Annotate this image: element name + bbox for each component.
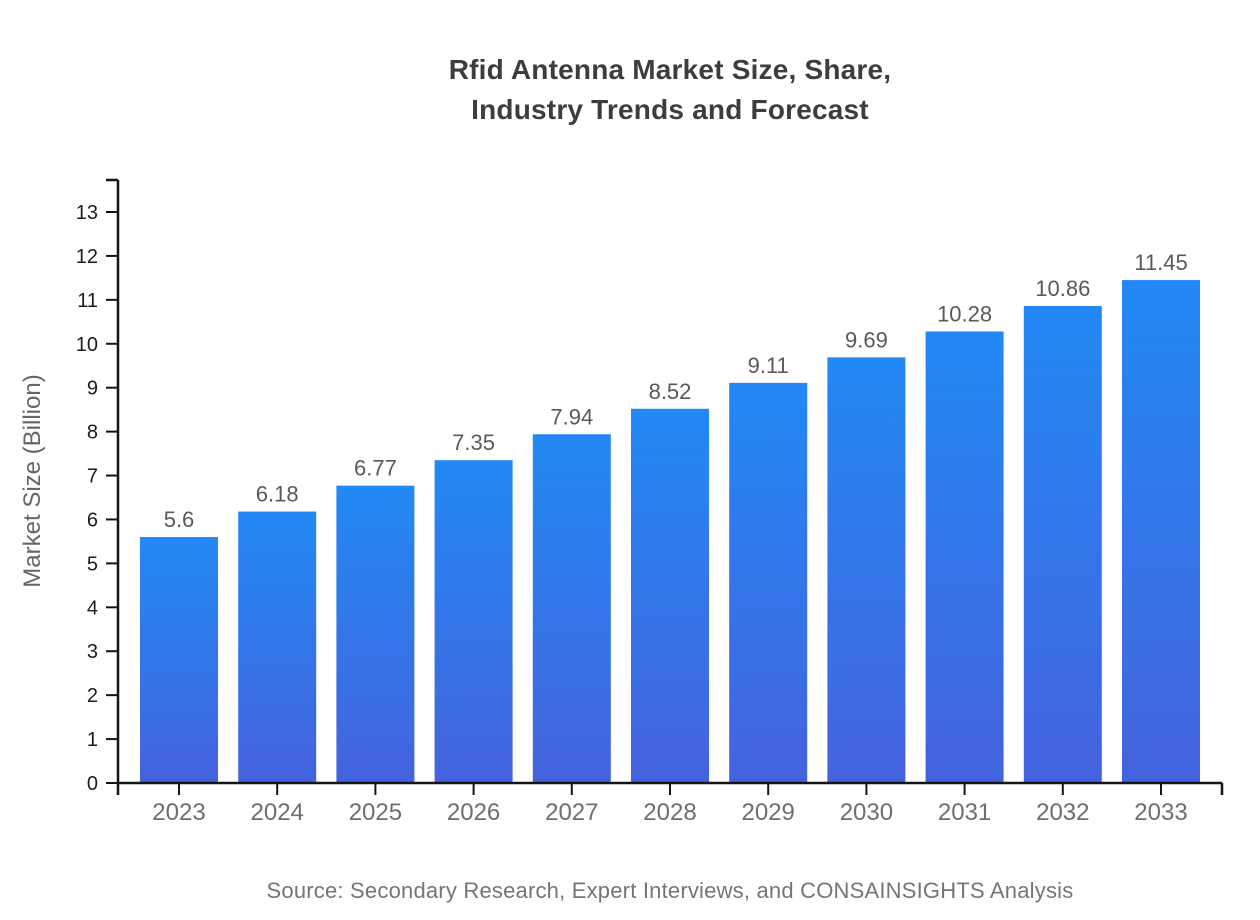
bar-value-label: 7.35: [452, 430, 495, 455]
bar-value-label: 7.94: [550, 404, 593, 429]
x-tick-label: 2027: [545, 799, 598, 826]
bar-2033: [1122, 280, 1200, 783]
x-tick-label: 2032: [1036, 799, 1089, 826]
bar-2027: [532, 434, 611, 783]
bar-2028: [631, 408, 709, 783]
chart-title: Rfid Antenna Market Size, Share, Industr…: [118, 50, 1222, 130]
bar-value-label: 6.18: [256, 482, 299, 507]
y-tick-label: 9: [87, 378, 98, 400]
y-tick-label: 3: [87, 641, 98, 663]
x-tick-label: 2024: [251, 799, 304, 826]
y-tick-label: 12: [76, 246, 98, 268]
y-tick-label: 7: [87, 466, 98, 488]
y-tick-label: 4: [87, 597, 98, 619]
bar-2030: [827, 357, 906, 783]
bar-2031: [925, 331, 1004, 783]
y-tick-label: 8: [87, 422, 98, 444]
bar-value-label: 6.77: [354, 456, 397, 481]
y-tick-label: 0: [87, 773, 98, 795]
x-tick-label: 2030: [840, 799, 893, 826]
bar-2023: [140, 537, 218, 783]
y-tick-label: 6: [87, 509, 98, 531]
y-tick-label: 11: [77, 290, 98, 312]
y-tick-label: 13: [76, 202, 98, 224]
bar-2024: [238, 511, 317, 783]
x-tick-label: 2029: [742, 799, 795, 826]
chart-title-line-2: Industry Trends and Forecast: [471, 94, 869, 125]
bar-value-label: 8.52: [649, 379, 692, 404]
bar-2025: [336, 485, 415, 783]
bar-value-label: 9.11: [748, 353, 789, 378]
bar-2029: [729, 382, 808, 783]
x-tick-label: 2033: [1134, 799, 1187, 826]
bar-value-label: 10.86: [1035, 276, 1090, 301]
x-tick-label: 2031: [938, 799, 991, 826]
y-tick-label: 5: [87, 553, 98, 575]
bar-value-label: 11.45: [1134, 250, 1187, 275]
bar-2032: [1023, 305, 1102, 783]
bar-value-label: 10.28: [937, 301, 992, 326]
bar-value-label: 9.69: [845, 327, 888, 352]
x-tick-label: 2023: [152, 799, 205, 826]
y-tick-label: 10: [76, 334, 98, 356]
x-tick-label: 2026: [447, 799, 500, 826]
source-note: Source: Secondary Research, Expert Inter…: [266, 878, 1074, 903]
x-tick-label: 2028: [643, 799, 696, 826]
x-tick-label: 2025: [349, 799, 402, 826]
bar-2026: [434, 460, 513, 783]
bar-value-label: 5.6: [164, 507, 195, 532]
y-tick-label: 1: [87, 729, 98, 751]
y-tick-label: 2: [87, 685, 98, 707]
chart-title-line-1: Rfid Antenna Market Size, Share,: [448, 54, 892, 85]
